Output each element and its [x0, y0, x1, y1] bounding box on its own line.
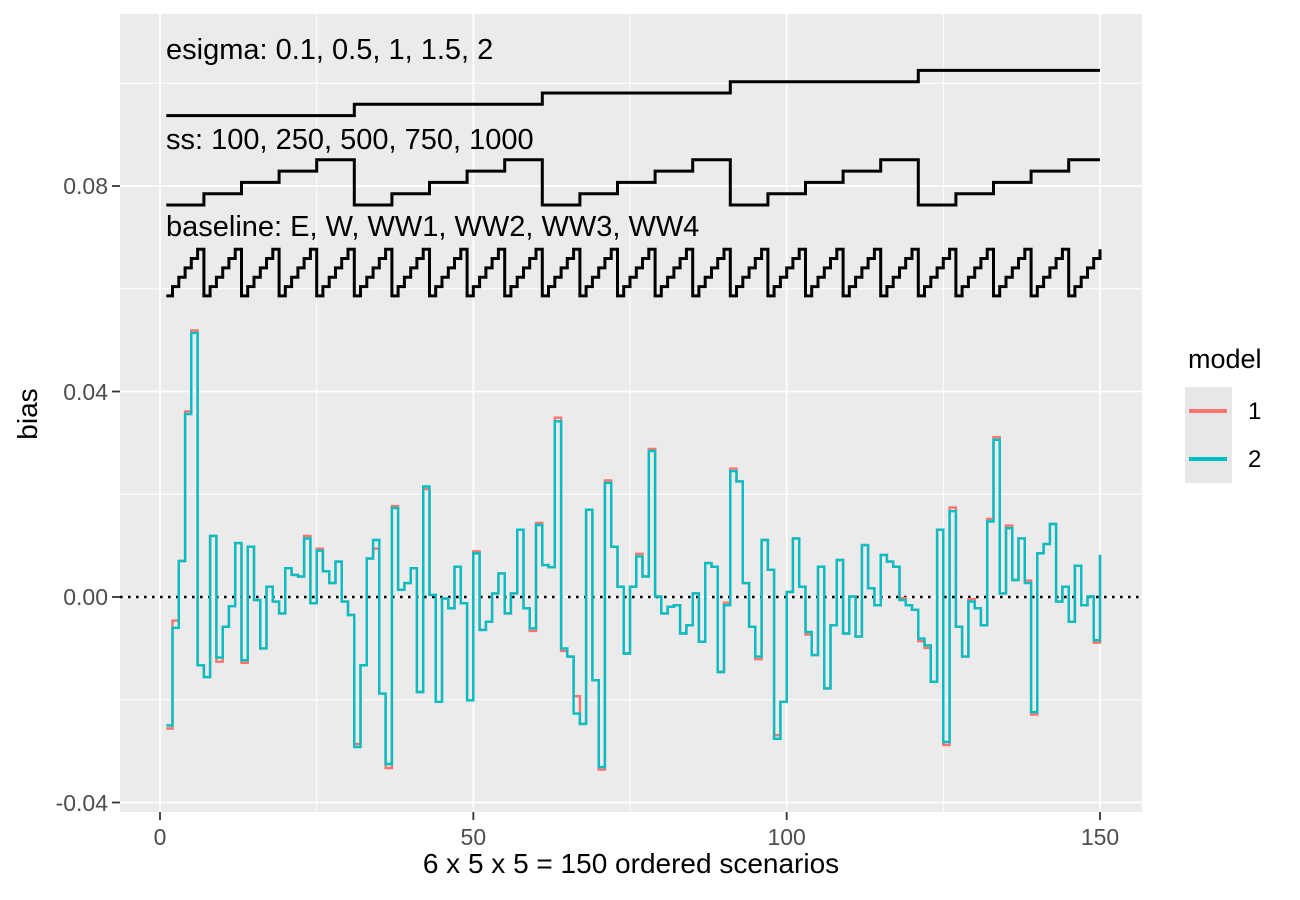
plot-panel — [120, 14, 1142, 812]
annotation-ss: ss: 100, 250, 500, 750, 1000 — [166, 124, 534, 156]
model-2-line — [166, 331, 1102, 769]
legend-label-model-2: 2 — [1248, 446, 1262, 473]
x-axis-title: 6 x 5 x 5 = 150 ordered scenarios — [422, 848, 840, 879]
y-tick-label: 0.08 — [63, 173, 108, 199]
x-tick-label: 0 — [153, 824, 167, 850]
x-tick-label: 50 — [460, 824, 487, 850]
legend-label-model-1: 1 — [1248, 398, 1262, 425]
x-tick-label: 100 — [767, 824, 806, 850]
annotation-baseline: baseline: E, W, WW1, WW2, WW3, WW4 — [166, 211, 700, 243]
legend-key-model-2 — [1185, 435, 1232, 483]
y-tick-label: -0.04 — [55, 789, 108, 816]
x-tick-label: 150 — [1080, 824, 1120, 850]
baseline-ruler-line — [166, 247, 1102, 298]
y-axis-title: bias — [12, 388, 43, 440]
annotation-esigma: esigma: 0.1, 0.5, 1, 1.5, 2 — [166, 34, 494, 66]
legend-key-model-1 — [1185, 387, 1232, 435]
y-tick-label: 0.04 — [63, 378, 108, 405]
esigma-ruler-line — [166, 68, 1100, 118]
ss-ruler-line — [166, 158, 1100, 207]
legend-key-line-model-1 — [1189, 409, 1227, 413]
legend-title: model — [1188, 344, 1262, 374]
legend-key-line-model-2 — [1189, 457, 1227, 461]
y-tick-label: 0.00 — [63, 584, 108, 610]
